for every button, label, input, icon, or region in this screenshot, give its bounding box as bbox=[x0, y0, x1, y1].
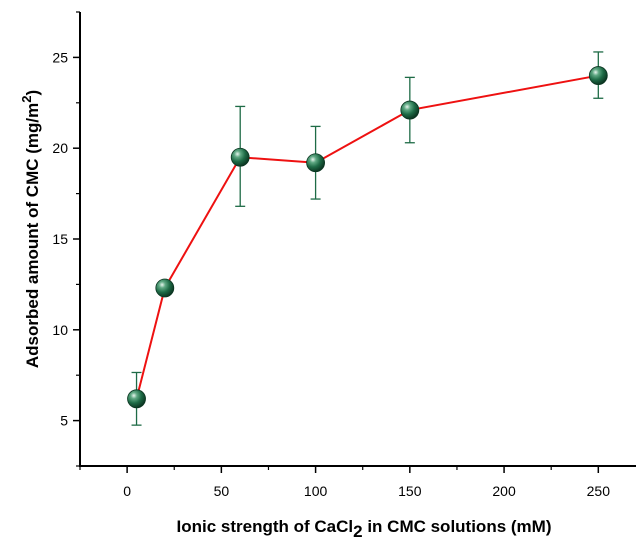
data-point bbox=[155, 278, 175, 298]
x-tick-label: 50 bbox=[214, 483, 230, 499]
y-tick-label: 10 bbox=[52, 322, 68, 338]
x-axis-label: Ionic strength of CaCl2 in CMC solutions… bbox=[177, 517, 552, 539]
data-point bbox=[588, 66, 608, 85]
y-tick-label: 15 bbox=[52, 231, 68, 247]
data-markers bbox=[127, 66, 608, 409]
x-axis-label-part: in CMC solutions (mM) bbox=[363, 517, 552, 536]
x-tick-label: 150 bbox=[398, 483, 422, 499]
x-axis-label-part: Ionic strength of CaCl bbox=[177, 517, 354, 536]
series-line-group bbox=[135, 74, 599, 400]
data-point bbox=[306, 153, 325, 173]
x-tick-label: 0 bbox=[123, 483, 131, 499]
y-axis-label-part: ) bbox=[23, 90, 42, 96]
data-point bbox=[230, 147, 250, 167]
y-tick-label: 25 bbox=[52, 49, 68, 65]
y-tick-label: 20 bbox=[52, 140, 68, 156]
data-point bbox=[127, 389, 146, 409]
x-axis-label-part: 2 bbox=[353, 522, 362, 539]
x-tick-label: 200 bbox=[492, 483, 516, 499]
y-tick-label: 5 bbox=[60, 413, 68, 429]
x-tick-label: 100 bbox=[304, 483, 328, 499]
y-axis-label-part: 2 bbox=[19, 96, 34, 103]
ticks: 0 50 100 150 200 250 5 10 15 20 25 bbox=[52, 11, 611, 499]
y-axis-label: Adsorbed amount of CMC (mg/m2) bbox=[19, 90, 42, 368]
axes bbox=[79, 12, 636, 467]
y-axis-label-part: Adsorbed amount of CMC (mg/m bbox=[23, 103, 42, 368]
series-line bbox=[135, 74, 599, 400]
error-bars bbox=[131, 51, 604, 426]
x-tick-label: 250 bbox=[587, 483, 611, 499]
data-point bbox=[400, 100, 420, 120]
